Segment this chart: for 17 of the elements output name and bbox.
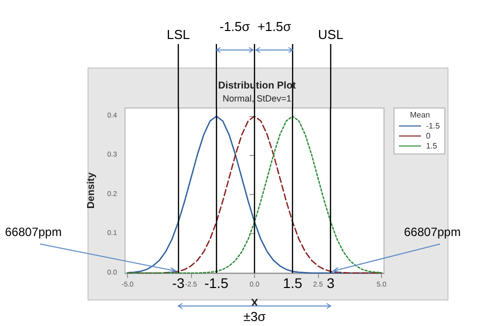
legend-label: -1.5	[426, 122, 440, 130]
ref-line-label: USL	[318, 27, 344, 42]
legend-label: 0	[426, 132, 431, 140]
text: 1.5	[282, 275, 303, 291]
legend-label: 1.5	[426, 142, 438, 150]
annotation: 66807ppm	[404, 225, 461, 239]
y-axis-title: Density	[86, 172, 97, 209]
annotation: 66807ppm	[5, 225, 62, 239]
text: -1.5σ	[219, 19, 250, 34]
legend-title: Mean	[410, 110, 430, 120]
text: +1.5σ	[257, 19, 292, 34]
text: -1.5	[204, 275, 229, 291]
chart-subtitle: Normal, StDev=1	[222, 94, 292, 104]
text: ±3σ	[243, 309, 266, 324]
ref-line-label: LSL	[166, 27, 190, 42]
text: -3	[172, 275, 185, 291]
text: 3	[326, 275, 335, 291]
